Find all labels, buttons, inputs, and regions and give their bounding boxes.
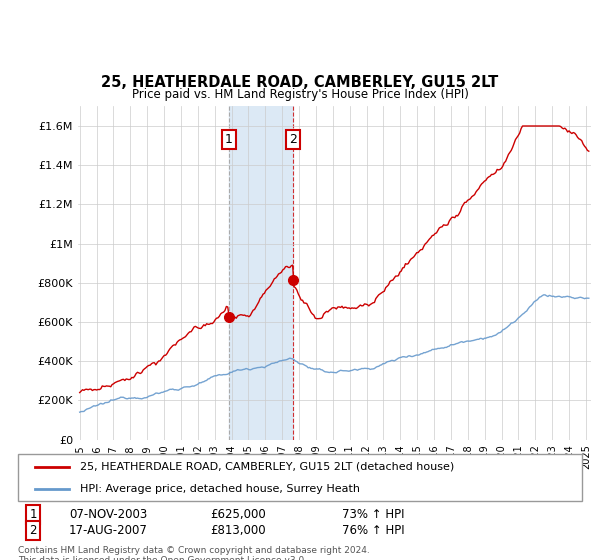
Text: 2: 2: [29, 524, 37, 537]
Text: Contains HM Land Registry data © Crown copyright and database right 2024.
This d: Contains HM Land Registry data © Crown c…: [18, 546, 370, 560]
Text: Price paid vs. HM Land Registry's House Price Index (HPI): Price paid vs. HM Land Registry's House …: [131, 88, 469, 101]
Text: 25, HEATHERDALE ROAD, CAMBERLEY, GU15 2LT (detached house): 25, HEATHERDALE ROAD, CAMBERLEY, GU15 2L…: [80, 462, 454, 472]
Bar: [229, 106, 293, 440]
Text: 1: 1: [29, 507, 37, 521]
Text: £813,000: £813,000: [210, 524, 266, 537]
Text: 73% ↑ HPI: 73% ↑ HPI: [342, 507, 404, 521]
FancyBboxPatch shape: [18, 454, 582, 501]
Text: 07-NOV-2003: 07-NOV-2003: [69, 507, 147, 521]
Text: HPI: Average price, detached house, Surrey Heath: HPI: Average price, detached house, Surr…: [80, 484, 360, 494]
Text: 76% ↑ HPI: 76% ↑ HPI: [342, 524, 404, 537]
Text: 2: 2: [289, 133, 296, 146]
Text: 17-AUG-2007: 17-AUG-2007: [69, 524, 148, 537]
Text: 1: 1: [225, 133, 233, 146]
Text: 25, HEATHERDALE ROAD, CAMBERLEY, GU15 2LT: 25, HEATHERDALE ROAD, CAMBERLEY, GU15 2L…: [101, 74, 499, 90]
Text: £625,000: £625,000: [210, 507, 266, 521]
